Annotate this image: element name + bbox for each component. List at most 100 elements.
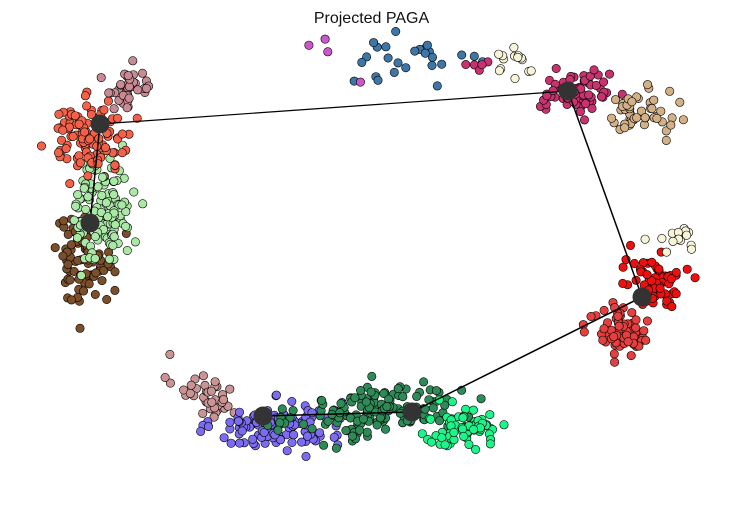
cell-point — [690, 273, 700, 283]
cell-point — [74, 119, 84, 129]
cell-point — [287, 396, 297, 406]
cell-point — [642, 270, 652, 280]
cluster-c_crimson_bit — [461, 57, 493, 75]
cell-point — [682, 230, 692, 240]
cell-point — [198, 371, 208, 381]
cell-point — [71, 201, 81, 211]
cell-point — [109, 232, 119, 242]
cell-point — [361, 397, 371, 407]
paga-node — [402, 402, 422, 422]
cell-point — [233, 416, 243, 426]
cell-points-layer — [36, 26, 700, 461]
cell-point — [282, 446, 292, 456]
cell-point — [348, 431, 358, 441]
cell-point — [657, 234, 667, 244]
cell-point — [130, 237, 140, 247]
cell-point — [369, 38, 379, 48]
cell-point — [315, 428, 325, 438]
cell-point — [319, 440, 329, 450]
cell-point — [599, 77, 609, 87]
cell-point — [61, 144, 71, 154]
cell-point — [393, 384, 403, 394]
cell-point — [76, 270, 86, 280]
cell-point — [225, 384, 235, 394]
cell-point — [109, 190, 119, 200]
cell-point — [289, 430, 299, 440]
cell-point — [391, 26, 401, 36]
cell-point — [53, 148, 63, 158]
paga-node — [632, 287, 652, 307]
cell-point — [401, 63, 411, 73]
cell-point — [485, 410, 495, 420]
cell-point — [526, 66, 536, 76]
cell-point — [350, 393, 360, 403]
cell-point — [117, 129, 127, 139]
cell-point — [631, 323, 641, 333]
paga-edge — [567, 90, 643, 298]
cell-point — [383, 53, 393, 63]
cell-point — [186, 380, 196, 390]
cell-point — [440, 440, 450, 450]
cell-point — [99, 105, 109, 115]
paga-node — [558, 81, 578, 101]
cell-point — [101, 143, 111, 153]
cell-point — [457, 50, 467, 60]
cell-point — [72, 233, 82, 243]
cell-point — [623, 337, 633, 347]
cell-point — [458, 413, 468, 423]
cell-point — [129, 187, 139, 197]
cell-point — [117, 200, 127, 210]
cell-point — [464, 439, 474, 449]
cell-point — [355, 77, 365, 87]
cell-point — [604, 69, 614, 79]
paga-edges-layer — [89, 90, 643, 417]
cell-point — [412, 391, 422, 401]
cluster-c_red — [618, 240, 700, 312]
cell-point — [671, 267, 681, 277]
cell-point — [83, 171, 93, 181]
cell-point — [165, 378, 175, 388]
cell-point — [138, 199, 148, 209]
cell-point — [101, 198, 111, 208]
cell-point — [431, 386, 441, 396]
cluster-c_tan — [607, 80, 688, 145]
cell-point — [323, 416, 333, 426]
cluster-c_orchid — [304, 34, 365, 87]
cell-point — [248, 434, 258, 444]
cell-point — [618, 278, 628, 288]
cell-point — [631, 315, 641, 325]
cell-point — [97, 276, 107, 286]
cell-point — [90, 232, 100, 242]
cell-point — [207, 397, 217, 407]
cluster-c_ivory_right — [640, 224, 696, 257]
cell-point — [59, 216, 69, 226]
cell-point — [113, 113, 123, 123]
cell-point — [79, 183, 89, 193]
cell-point — [494, 49, 504, 59]
cell-point — [468, 405, 478, 415]
cell-point — [471, 444, 481, 454]
cell-point — [70, 111, 80, 121]
cell-point — [275, 418, 285, 428]
cell-point — [671, 289, 681, 299]
cell-point — [379, 388, 389, 398]
paga-edge — [262, 411, 413, 417]
cluster-c_lightgreen — [69, 140, 148, 280]
cell-point — [382, 402, 392, 412]
cell-point — [85, 134, 95, 144]
cell-point — [647, 104, 657, 114]
cell-point — [380, 424, 390, 434]
cell-point — [356, 385, 366, 395]
cell-point — [301, 451, 311, 461]
cell-point — [105, 254, 115, 264]
chart-title: Projected PAGA — [313, 10, 430, 27]
cluster-c_mauve_top — [160, 349, 239, 422]
cell-point — [67, 295, 77, 305]
cell-point — [589, 65, 599, 75]
cell-point — [613, 311, 623, 321]
cell-point — [499, 420, 509, 430]
cell-point — [642, 316, 652, 326]
cell-point — [54, 109, 64, 119]
cell-point — [426, 414, 436, 424]
cell-point — [652, 113, 662, 123]
